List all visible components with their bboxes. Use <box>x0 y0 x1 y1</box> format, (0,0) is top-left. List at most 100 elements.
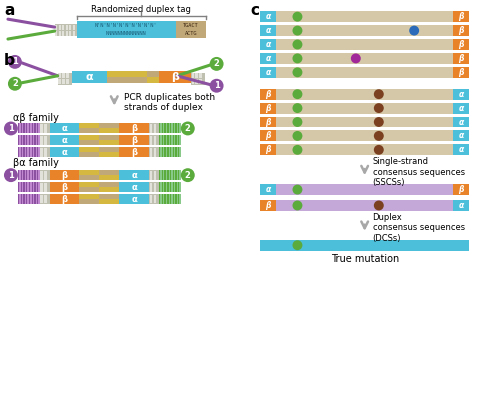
Bar <box>30 170 32 180</box>
Bar <box>33 136 34 145</box>
Bar <box>153 124 156 133</box>
Text: β: β <box>265 145 270 154</box>
Bar <box>149 147 159 157</box>
Bar <box>69 30 71 36</box>
Bar <box>174 194 175 204</box>
Bar <box>165 170 167 180</box>
Bar <box>38 182 40 192</box>
Bar <box>260 11 276 22</box>
Bar <box>80 187 99 192</box>
Bar <box>19 124 20 134</box>
Text: α: α <box>61 136 67 145</box>
Circle shape <box>292 89 302 99</box>
Bar <box>44 171 47 180</box>
Bar <box>276 103 452 114</box>
Text: True mutation: True mutation <box>330 254 398 264</box>
Bar <box>25 124 26 134</box>
Bar <box>80 140 99 145</box>
Text: Duplex
consensus sequences
(DCSs): Duplex consensus sequences (DCSs) <box>372 213 464 243</box>
Bar <box>18 182 40 192</box>
Circle shape <box>292 54 302 63</box>
Bar <box>159 194 181 204</box>
Text: N'N'N'N'N'N'N'N'N'N': N'N'N'N'N'N'N'N'N'N' <box>95 23 157 28</box>
Bar <box>260 200 276 211</box>
Bar <box>149 170 159 180</box>
Bar <box>66 30 68 36</box>
Bar <box>119 170 149 180</box>
Bar <box>55 25 57 30</box>
Bar <box>119 194 149 204</box>
Bar <box>452 184 468 195</box>
Bar <box>107 71 147 77</box>
Bar <box>99 147 119 152</box>
Bar <box>80 170 99 175</box>
Bar <box>276 130 452 141</box>
Bar <box>149 194 152 204</box>
Bar <box>174 170 175 180</box>
Circle shape <box>373 117 383 127</box>
Bar <box>38 147 40 157</box>
Text: β: β <box>61 171 67 180</box>
Bar <box>33 170 34 180</box>
Bar <box>163 136 164 145</box>
Circle shape <box>350 54 360 63</box>
Text: β: β <box>131 136 137 145</box>
Bar <box>66 79 69 84</box>
Bar <box>22 147 23 157</box>
Bar <box>452 89 468 100</box>
Bar <box>99 124 119 128</box>
Bar <box>80 152 99 157</box>
Bar <box>40 124 50 134</box>
Bar <box>59 30 61 36</box>
Bar <box>179 147 181 157</box>
Bar <box>149 136 159 145</box>
Bar <box>27 136 29 145</box>
Bar <box>168 182 169 192</box>
Bar <box>174 147 175 157</box>
Bar <box>159 124 181 134</box>
Bar <box>452 116 468 128</box>
Text: α: α <box>61 148 67 157</box>
Bar <box>41 183 43 192</box>
Bar <box>38 136 40 145</box>
Circle shape <box>209 57 223 71</box>
Bar <box>41 171 43 180</box>
Bar <box>18 147 40 157</box>
Bar <box>80 199 99 204</box>
Circle shape <box>292 184 302 194</box>
Bar <box>176 194 178 204</box>
Text: 2: 2 <box>184 124 190 133</box>
Bar <box>195 73 198 78</box>
Bar <box>153 171 156 180</box>
Bar <box>119 182 149 192</box>
Bar <box>160 194 162 204</box>
Text: β: β <box>457 26 463 35</box>
Bar <box>18 194 40 204</box>
Text: β: β <box>61 182 67 192</box>
Bar <box>80 194 99 199</box>
Bar <box>452 200 468 211</box>
Bar <box>452 130 468 141</box>
Bar <box>22 124 23 134</box>
Text: b: b <box>4 53 15 68</box>
Text: β: β <box>265 90 270 99</box>
Bar <box>165 194 167 204</box>
Circle shape <box>373 200 383 210</box>
Bar <box>174 124 175 134</box>
Bar <box>276 116 452 128</box>
Bar <box>165 182 167 192</box>
Text: β: β <box>457 54 463 63</box>
Bar <box>119 136 149 145</box>
Bar <box>58 79 61 84</box>
Bar <box>260 184 276 195</box>
Text: 2: 2 <box>213 59 219 68</box>
Bar <box>40 147 50 157</box>
Text: α: α <box>61 124 67 133</box>
Bar <box>452 53 468 64</box>
Text: α: α <box>457 90 463 99</box>
Bar <box>33 194 34 204</box>
Bar <box>25 147 26 157</box>
Bar <box>260 144 276 155</box>
Bar <box>260 116 276 128</box>
Bar <box>174 182 175 192</box>
